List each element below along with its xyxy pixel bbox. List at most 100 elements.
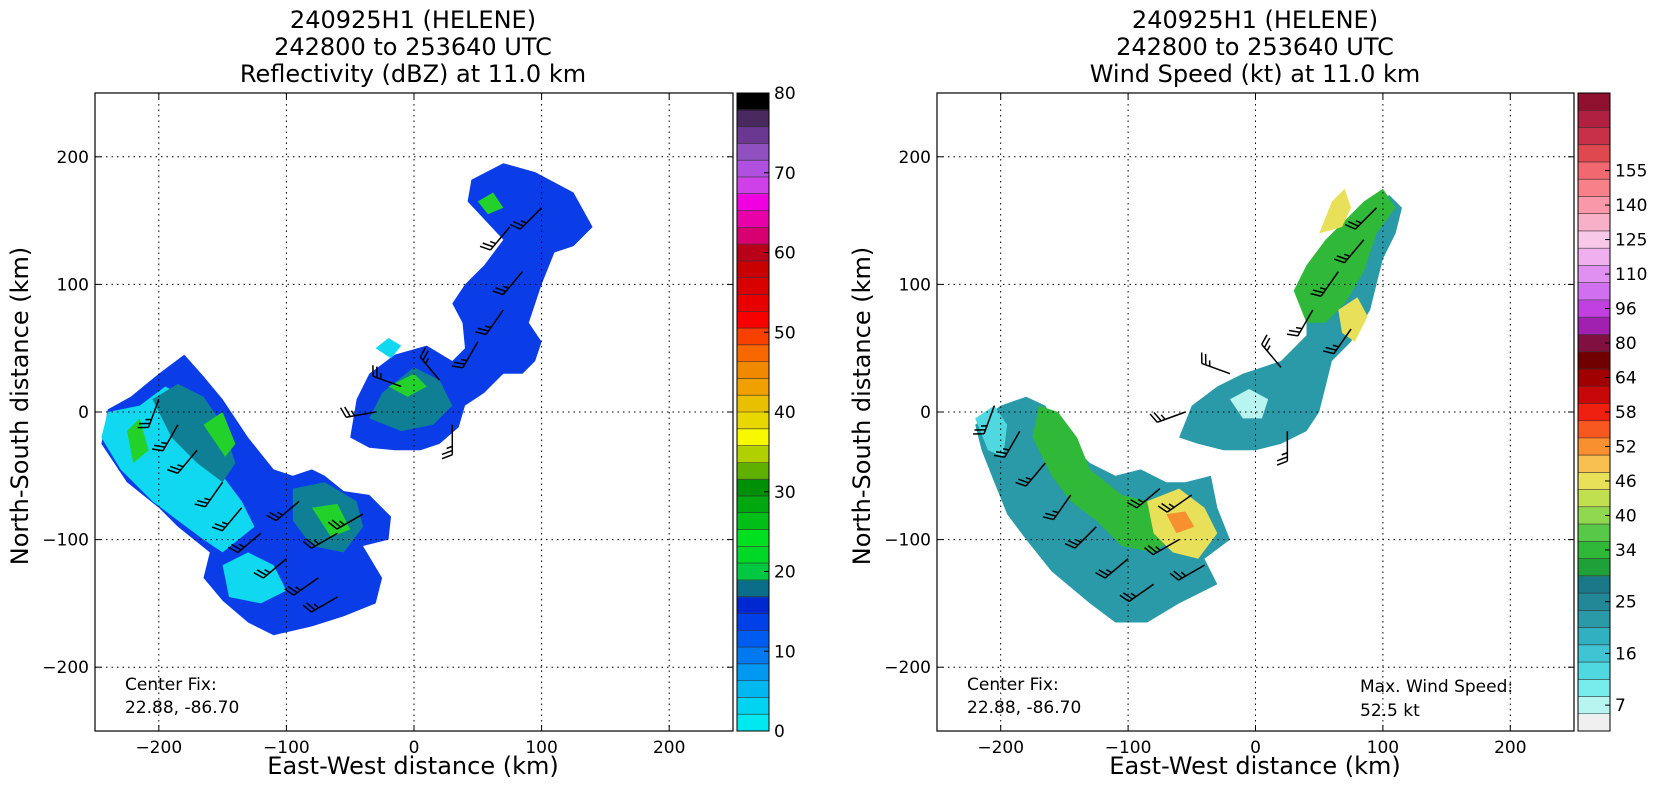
reflectivity-colorbar-swatch-35 (737, 127, 769, 144)
reflectivity-y-tick-label-4: 200 (57, 148, 89, 168)
wind-y-tick-label-0: −200 (884, 658, 931, 678)
reflectivity-colorbar-swatch-6 (737, 613, 769, 630)
reflectivity-colorbar-swatch-25 (737, 294, 769, 311)
wind-colorbar-swatch-21 (1578, 352, 1610, 370)
reflectivity-title-line3: Reflectivity (dBZ) at 11.0 km (240, 60, 586, 88)
reflectivity-colorbar-tick-label-2: 20 (774, 563, 796, 583)
wind-colorbar-tick-label-12: 125 (1615, 231, 1647, 251)
reflectivity-panel: 240925H1 (HELENE) 242800 to 253640 UTC R… (6, 6, 796, 780)
reflectivity-colorbar-swatch-10 (737, 546, 769, 563)
reflectivity-center-fix-label: Center Fix: (125, 675, 217, 695)
reflectivity-colorbar-tick-label-3: 30 (774, 483, 796, 503)
wind-colorbar-swatch-0 (1578, 714, 1610, 732)
wind-title-line2: 242800 to 253640 UTC (1116, 33, 1394, 61)
wind-colorbar-swatch-9 (1578, 559, 1610, 577)
wind-colorbar-tick-label-4: 40 (1615, 506, 1637, 526)
wind-colorbar-swatch-34 (1578, 127, 1610, 145)
wind-y-axis-label: North-South distance (km) (848, 247, 876, 566)
wind-colorbar-tick-label-14: 155 (1615, 162, 1647, 182)
wind-y-tick-label-1: −100 (884, 531, 931, 551)
reflectivity-colorbar-swatch-7 (737, 597, 769, 614)
reflectivity-colorbar-tick-label-6: 60 (774, 244, 796, 264)
reflectivity-colorbar-swatch-33 (737, 160, 769, 177)
wind-x-axis-label: East-West distance (km) (1109, 752, 1400, 780)
reflectivity-wind-barb-flag (461, 360, 467, 361)
reflectivity-y-tick-label-2: 0 (78, 403, 89, 423)
wind-colorbar-tick-label-8: 64 (1615, 369, 1637, 389)
reflectivity-y-tick-label-0: −200 (42, 658, 89, 678)
reflectivity-y-tick-label-3: 100 (57, 275, 89, 295)
wind-colorbar-tick-label-3: 34 (1615, 541, 1637, 561)
reflectivity-colorbar-swatch-15 (737, 462, 769, 479)
wind-max-speed-value: 52.5 kt (1360, 701, 1420, 721)
wind-colorbar-tick-label-13: 140 (1615, 196, 1647, 216)
reflectivity-colorbar-swatch-27 (737, 261, 769, 278)
reflectivity-colorbar-swatch-11 (737, 530, 769, 547)
reflectivity-colorbar-swatch-0 (737, 714, 769, 731)
reflectivity-colorbar-swatch-14 (737, 479, 769, 496)
wind-colorbar-swatch-8 (1578, 576, 1610, 594)
wind-colorbar-swatch-11 (1578, 524, 1610, 542)
reflectivity-x-tick-label-4: 200 (653, 738, 685, 758)
reflectivity-x-tick-label-0: −200 (135, 738, 182, 758)
wind-title-line1: 240925H1 (HELENE) (1132, 6, 1378, 34)
wind-colorbar-tick-label-7: 58 (1615, 403, 1637, 423)
reflectivity-colorbar-swatch-3 (737, 664, 769, 681)
reflectivity-colorbar-tick-label-4: 40 (774, 403, 796, 423)
wind-colorbar-swatch-5 (1578, 628, 1610, 646)
wind-x-tick-label-4: 200 (1494, 738, 1526, 758)
reflectivity-colorbar-swatch-24 (737, 311, 769, 328)
wind-wind-barb-flag (1296, 328, 1302, 329)
wind-colorbar-swatch-19 (1578, 386, 1610, 404)
reflectivity-colorbar-swatch-22 (737, 345, 769, 362)
reflectivity-colorbar-tick-label-7: 70 (774, 164, 796, 184)
wind-y-tick-label-3: 100 (899, 275, 931, 295)
reflectivity-colorbar-tick-label-0: 0 (774, 722, 785, 742)
wind-y-tick-label-2: 0 (920, 403, 931, 423)
wind-colorbar-tick-label-10: 96 (1615, 300, 1637, 320)
reflectivity-colorbar-swatch-29 (737, 227, 769, 244)
reflectivity-colorbar-swatch-4 (737, 647, 769, 664)
reflectivity-colorbar-swatch-32 (737, 177, 769, 194)
wind-y-tick-label-4: 200 (899, 148, 931, 168)
reflectivity-colorbar-swatch-20 (737, 378, 769, 395)
reflectivity-colorbar-swatch-23 (737, 328, 769, 345)
reflectivity-colorbar-swatch-18 (737, 412, 769, 429)
reflectivity-y-axis-label: North-South distance (km) (6, 247, 34, 566)
wind-colorbar-tick-label-2: 25 (1615, 593, 1637, 613)
reflectivity-colorbar-tick-label-8: 80 (774, 84, 796, 104)
wind-wind-barb-flag (1003, 449, 1009, 450)
wind-colorbar-tick-label-5: 46 (1615, 472, 1637, 492)
wind-colorbar-swatch-3 (1578, 662, 1610, 680)
reflectivity-colorbar-swatch-2 (737, 681, 769, 698)
reflectivity-colorbar-tick-label-5: 50 (774, 323, 796, 343)
reflectivity-y-tick-label-1: −100 (42, 531, 89, 551)
wind-colorbar-tick-label-9: 80 (1615, 334, 1637, 354)
wind-colorbar-swatch-15 (1578, 455, 1610, 473)
wind-colorbar-swatch-25 (1578, 283, 1610, 301)
reflectivity-colorbar-swatch-37 (737, 93, 769, 110)
wind-colorbar-tick-label-0: 7 (1615, 696, 1626, 716)
reflectivity-colorbar-swatch-30 (737, 211, 769, 228)
wind-x-tick-label-0: −200 (977, 738, 1024, 758)
wind-center-fix-label: Center Fix: (967, 675, 1059, 695)
reflectivity-colorbar-swatch-21 (737, 362, 769, 379)
reflectivity-wind-barb-flag (161, 443, 167, 444)
wind-colorbar-swatch-33 (1578, 145, 1610, 163)
reflectivity-colorbar-swatch-31 (737, 194, 769, 211)
wind-colorbar-swatch-2 (1578, 679, 1610, 697)
reflectivity-colorbar-swatch-16 (737, 446, 769, 463)
wind-title-line3: Wind Speed (kt) at 11.0 km (1090, 60, 1421, 88)
wind-colorbar-swatch-29 (1578, 214, 1610, 232)
reflectivity-title-line2: 242800 to 253640 UTC (274, 33, 552, 61)
wind-max-speed-label: Max. Wind Speed: (1360, 677, 1513, 697)
reflectivity-colorbar-swatch-17 (737, 429, 769, 446)
reflectivity-colorbar-swatch-34 (737, 143, 769, 160)
wind-colorbar-swatch-13 (1578, 490, 1610, 508)
wind-speed-panel: 240925H1 (HELENE) 242800 to 253640 UTC W… (848, 6, 1647, 780)
wind-colorbar-swatch-31 (1578, 179, 1610, 197)
reflectivity-colorbar-swatch-8 (737, 580, 769, 597)
reflectivity-colorbar-swatch-26 (737, 278, 769, 295)
